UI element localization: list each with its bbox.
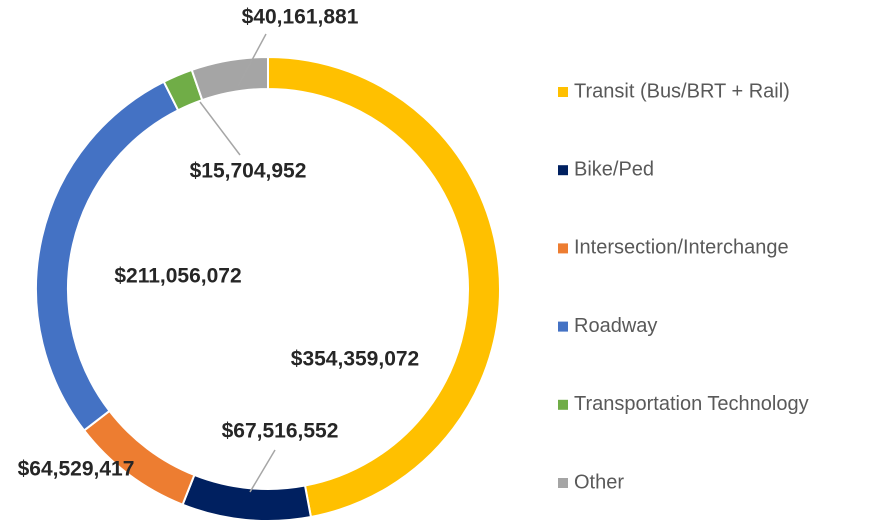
legend-swatch (558, 87, 568, 97)
legend-swatch (558, 478, 568, 488)
leader-line (249, 449, 276, 493)
legend-label: Transit (Bus/BRT + Rail) (574, 80, 790, 102)
legend-swatch (558, 165, 568, 176)
data-label: $15,704,952 (190, 160, 307, 183)
legend-label: Other (574, 471, 624, 493)
leader-line (199, 101, 241, 156)
legend-swatch (558, 243, 568, 254)
legend-label: Intersection/Interchange (574, 237, 789, 259)
donut-slice (35, 80, 180, 432)
data-label: $211,056,072 (114, 265, 241, 288)
legend-label: Transportation Technology (574, 393, 809, 415)
data-label: $354,359,072 (291, 348, 419, 371)
legend-label: Bike/Ped (574, 158, 654, 180)
data-label: $64,529,417 (18, 458, 135, 481)
donut-slice (190, 55, 269, 102)
donut-slice (181, 473, 313, 522)
legend-swatch (558, 321, 568, 332)
legend-label: Roadway (574, 315, 657, 337)
donut-slice (267, 55, 501, 519)
data-label: $67,516,552 (222, 420, 339, 443)
leader-line (237, 33, 267, 87)
data-label: $40,161,881 (242, 6, 359, 29)
legend-swatch (558, 399, 568, 410)
